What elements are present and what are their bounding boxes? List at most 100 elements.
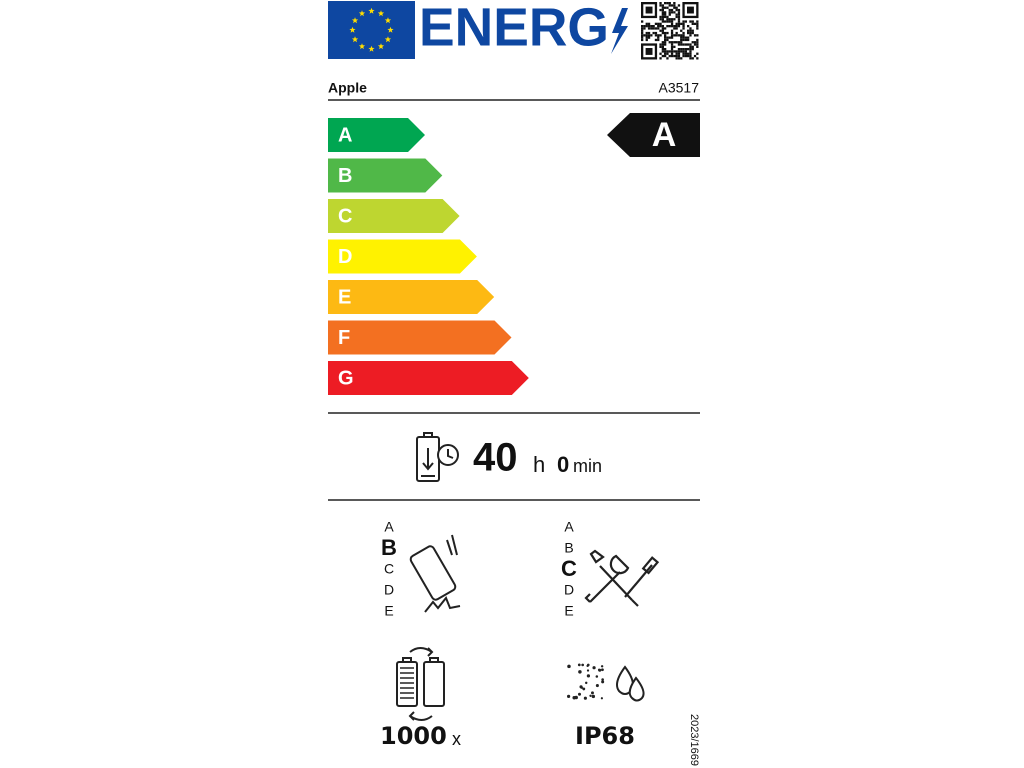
qr-module [664,38,667,42]
qr-module [691,48,694,51]
qr-module [693,22,697,25]
qr-module [680,41,683,44]
scale-letter: D [384,582,394,598]
qr-module [666,25,669,28]
qr-module [670,18,674,21]
qr-module [689,45,692,48]
qr-module [675,8,678,12]
qr-module [659,43,662,46]
flag-star [384,17,392,24]
qr-module [661,54,664,58]
qr-module [641,34,644,37]
battery-cycles-unit: x [452,729,461,749]
qr-module [670,54,674,58]
qr-module [659,45,662,48]
qr-module [682,34,685,37]
energy-class-bar [328,320,512,355]
dust-dot [600,665,604,668]
dust-dot [586,669,590,672]
qr-module [670,31,674,35]
qr-module [670,29,674,32]
qr-module [696,38,699,42]
qr-module [684,36,687,39]
qr-module [682,31,685,35]
qr-module [647,31,651,35]
qr-module [654,31,658,35]
qr-module [687,29,690,32]
qr-module [659,4,662,7]
qr-module [641,36,644,39]
qr-module [670,34,674,37]
dust-dot [601,680,605,684]
qr-module [677,11,681,14]
qr-module [664,15,667,19]
qr-module [689,52,692,55]
scale-letter: E [384,603,393,619]
energy-class-letter: G [338,367,354,389]
flag-star [387,26,394,33]
qr-module [675,13,678,16]
qr-module [689,27,692,30]
qr-module [684,48,687,51]
qr-module [668,18,671,21]
qr-module [684,20,687,23]
qr-module [664,31,667,35]
qr-module [687,48,690,51]
dust-dot [591,691,594,695]
qr-module [684,52,687,55]
qr-module [684,38,687,42]
regulation-number: 2023/1669 [688,714,700,766]
qr-module [652,31,655,35]
qr-module [682,48,685,51]
qr-module [650,34,653,37]
qr-module [691,29,694,32]
qr-module [641,31,644,35]
qr-module [680,43,683,46]
qr-module [677,13,681,16]
qr-module [677,50,681,53]
qr-module [682,22,685,25]
qr-module [689,43,692,46]
qr-module [641,29,644,32]
qr-module [666,2,669,5]
qr-module [641,27,644,30]
qr-module [696,27,699,30]
qr-module [666,6,669,9]
qr-module [693,54,697,58]
qr-module [680,50,683,53]
qr-module [668,13,671,16]
supplier-name: Apple [328,80,367,96]
qr-module [666,52,669,55]
qr-module [675,22,678,25]
dust-dot [574,695,578,700]
scale-letter: D [564,582,574,598]
qr-module [670,11,674,14]
dust-dot [583,696,587,700]
energy-class-bar [328,239,477,274]
qr-module [673,18,676,21]
qr-module [645,36,648,39]
dust-dot [582,687,586,691]
qr-module [687,52,690,55]
qr-module [668,8,671,12]
qr-module [680,36,683,39]
qr-module [670,45,674,48]
energy-class-letter: F [338,327,350,349]
qr-module [666,20,669,23]
qr-module [645,31,648,35]
qr-module [659,22,662,25]
qr-module [689,57,692,60]
qr-module [680,48,683,51]
flag-star [377,43,385,50]
dust-dot [592,666,596,670]
qr-module [659,18,662,21]
qr-module [673,27,676,30]
water-drops-icon [616,665,645,702]
qr-module [696,20,699,23]
ingress-icon [567,663,605,700]
qr-module [677,18,681,21]
qr-module [670,36,674,39]
qr-module [691,45,694,48]
qr-module [689,31,692,35]
